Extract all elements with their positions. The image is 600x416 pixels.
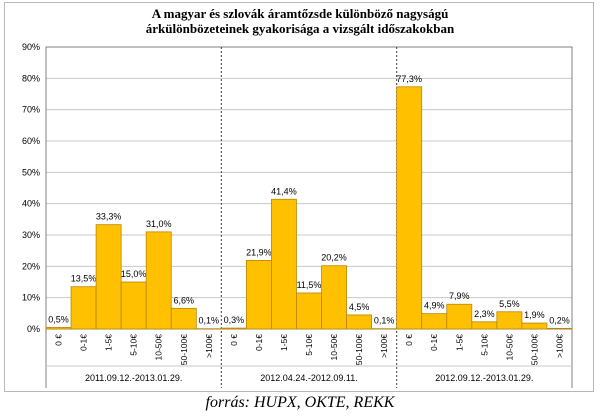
bar: [45, 327, 72, 330]
y-tick-label: 80%: [22, 73, 40, 83]
category-label: >100€: [554, 334, 564, 358]
category-label: 1-5€: [454, 334, 464, 351]
data-label: 0,2%: [549, 315, 570, 325]
category-label: 0-1€: [79, 334, 89, 351]
y-tick-label: 20%: [22, 261, 40, 271]
bar: [321, 265, 347, 330]
bar: [421, 313, 448, 330]
category-label: 0-1€: [429, 334, 439, 351]
data-label: 1,9%: [524, 310, 545, 320]
bar: [70, 286, 97, 330]
bar: [471, 321, 498, 330]
y-tick-label: 30%: [22, 230, 40, 240]
data-label: 33,3%: [96, 212, 122, 222]
bar: [245, 259, 272, 330]
data-label: 0,5%: [48, 314, 69, 324]
bar-chart: 0% 10% 20% 30% 40% 50% 60% 70% 80% 90% 0,5% 0 € 13,5…: [22, 42, 573, 388]
y-tick-label: 90%: [22, 42, 40, 52]
category-label: 0 €: [54, 334, 64, 346]
data-label: 0,1%: [199, 316, 220, 326]
data-label: 0,3%: [224, 315, 245, 325]
category-label: 50-100€: [179, 334, 189, 365]
title-line-2: árkülönbözeteinek gyakorisága a vizsgált…: [145, 21, 455, 36]
category-label: >100€: [204, 334, 214, 358]
data-label: 31,0%: [146, 219, 172, 229]
category-label: 1-5€: [279, 334, 289, 351]
category-label: 10-50€: [329, 334, 339, 361]
chart-title: A magyar és szlovák áramtőzsde különböző…: [0, 6, 600, 36]
data-label: 15,0%: [121, 269, 147, 279]
y-tick-label: 50%: [22, 167, 40, 177]
y-tick-label: 0%: [27, 324, 40, 334]
category-label: 1-5€: [104, 334, 114, 351]
bar: [496, 311, 523, 330]
bar: [546, 327, 573, 330]
data-label: 20,2%: [321, 253, 347, 263]
category-label: >100€: [379, 334, 389, 358]
y-tick-label: 10%: [22, 293, 40, 303]
data-label: 5,5%: [499, 299, 520, 309]
data-label: 21,9%: [246, 247, 272, 257]
category-label: 0 €: [404, 334, 414, 346]
category-label: 10-50€: [154, 334, 164, 361]
y-tick-label: 60%: [22, 136, 40, 146]
category-label: 5-10€: [479, 334, 489, 356]
bar: [521, 322, 548, 330]
bar: [396, 86, 423, 330]
category-label: 50-100€: [354, 334, 364, 365]
category-label: 0 €: [229, 334, 239, 346]
category-label: 5-10€: [129, 334, 139, 356]
data-label: 2,3%: [474, 309, 495, 319]
y-tick-label: 40%: [22, 199, 40, 209]
data-label: 41,4%: [271, 186, 297, 196]
bar: [95, 224, 122, 330]
category-label: 0-1€: [254, 334, 264, 351]
bar: [346, 314, 373, 330]
title-line-1: A magyar és szlovák áramtőzsde különböző…: [151, 6, 449, 21]
bar: [296, 292, 322, 330]
y-tick-label: 70%: [22, 105, 40, 115]
category-label: 10-50€: [504, 334, 514, 361]
bar: [145, 231, 172, 330]
group-label: 2011.09.12.-2013.01.29.: [85, 373, 182, 383]
category-label: 5-10€: [304, 334, 314, 356]
data-label: 0,1%: [374, 316, 395, 326]
group-label: 2012.04.24.-2012.09.11.: [260, 373, 357, 383]
bar: [446, 303, 473, 330]
data-label: 13,5%: [71, 274, 97, 284]
category-label: 50-100€: [529, 334, 539, 365]
data-label: 77,3%: [396, 74, 422, 84]
bar: [271, 198, 297, 330]
data-label: 7,9%: [449, 291, 470, 301]
data-label: 11,5%: [297, 280, 322, 290]
bar: [220, 327, 247, 330]
bar: [170, 307, 197, 330]
data-label: 4,9%: [424, 301, 445, 311]
data-label: 6,6%: [174, 295, 195, 305]
data-label: 4,5%: [349, 302, 370, 312]
bar: [120, 281, 147, 330]
source-note: forrás: HUPX, OKTE, REKK: [205, 394, 395, 411]
group-label: 2012.09.12.-2013.01.29.: [435, 373, 533, 383]
